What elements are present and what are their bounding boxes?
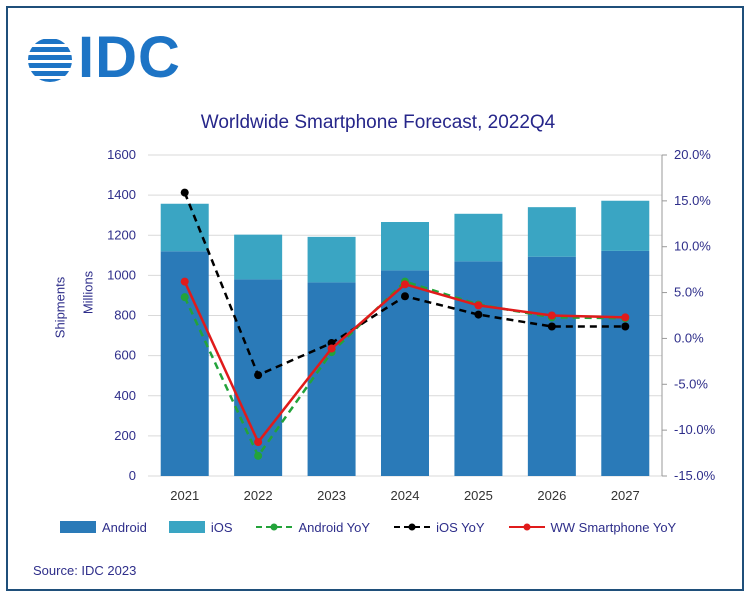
y-tick-label: 200 xyxy=(114,428,136,443)
legend-label-ww-yoy: WW Smartphone YoY xyxy=(550,519,677,535)
legend-label-ios-yoy: iOS YoY xyxy=(436,519,485,535)
globe-icon xyxy=(28,39,72,82)
legend-line-android-yoy xyxy=(256,523,293,531)
point-ios-yoy xyxy=(327,339,336,348)
legend-line-ww-yoy xyxy=(508,523,545,531)
legend-item-android: Android xyxy=(60,520,147,535)
point-ww-yoy xyxy=(327,344,336,353)
bar-ios xyxy=(234,234,283,280)
y2-tick-label: -15.0% xyxy=(674,468,716,483)
legend-item-ww-yoy: WW Smartphone YoY xyxy=(507,519,677,535)
idc-logo xyxy=(22,30,192,90)
bar-android xyxy=(160,251,209,476)
chart-title: Worldwide Smartphone Forecast, 2022Q4 xyxy=(200,112,556,133)
point-ios-yoy xyxy=(180,188,189,197)
legend-label-android-yoy: Android YoY xyxy=(298,519,371,535)
bar-ios xyxy=(381,222,429,271)
y-tick-label: 1200 xyxy=(107,227,136,242)
y2-tick-label: 0.0% xyxy=(674,330,704,345)
bar-ios xyxy=(160,203,209,252)
point-ww-yoy xyxy=(547,311,556,320)
chart-legend: Android iOS Android YoY iOS YoY WW Smart… xyxy=(60,517,720,537)
point-ios-yoy xyxy=(474,310,483,319)
bar-android xyxy=(381,270,429,476)
y-tick-label: 1600 xyxy=(107,147,136,162)
y2-tick-label: 20.0% xyxy=(674,147,711,162)
point-ww-yoy xyxy=(180,277,189,286)
legend-swatch-android xyxy=(60,521,96,533)
point-ios-yoy xyxy=(401,292,409,301)
x-tick-label: 2021 xyxy=(170,488,199,503)
legend-swatch-ios xyxy=(168,521,205,533)
y-tick-label: 0 xyxy=(129,468,136,483)
legend-item-ios-yoy: iOS YoY xyxy=(392,519,485,535)
x-tick-label: 2027 xyxy=(611,488,640,503)
bar-ios xyxy=(527,207,576,257)
point-ww-yoy xyxy=(401,280,409,289)
bar-ios xyxy=(601,200,650,251)
x-tick-label: 2024 xyxy=(391,488,420,503)
bar-android xyxy=(454,261,503,476)
x-tick-label: 2026 xyxy=(537,488,566,503)
point-ios-yoy xyxy=(254,371,263,380)
y2-tick-label: -5.0% xyxy=(674,376,708,391)
y-tick-label: 800 xyxy=(114,308,136,323)
x-tick-label: 2025 xyxy=(464,488,493,503)
point-ww-yoy xyxy=(254,438,263,447)
x-tick-label: 2022 xyxy=(244,488,273,503)
point-ios-yoy xyxy=(621,322,630,331)
y-tick-label: 600 xyxy=(114,348,136,363)
point-ios-yoy xyxy=(547,322,556,331)
y2-tick-label: 5.0% xyxy=(674,285,704,300)
legend-label-ios: iOS xyxy=(210,519,233,535)
y-tick-label: 1400 xyxy=(107,187,136,202)
point-android-yoy xyxy=(254,451,263,460)
legend-label-android: Android xyxy=(102,519,147,535)
bar-android xyxy=(307,282,356,476)
point-ww-yoy xyxy=(474,301,483,310)
legend-item-ios: iOS xyxy=(168,519,233,535)
x-tick-label: 2023 xyxy=(317,488,346,503)
bar-android xyxy=(601,250,650,476)
bar-ios xyxy=(454,213,503,262)
legend-line-ios-yoy xyxy=(394,523,431,531)
point-android-yoy xyxy=(180,293,189,302)
bar-android xyxy=(527,256,576,476)
y2-tick-label: 15.0% xyxy=(674,193,711,208)
y-tick-label: 1000 xyxy=(107,267,136,282)
legend-item-android-yoy: Android YoY xyxy=(254,520,370,535)
source-note: Source: IDC 2023 xyxy=(33,563,137,578)
logo-text: IDC xyxy=(78,25,181,90)
y-tick-label: 400 xyxy=(114,388,136,403)
point-ww-yoy xyxy=(621,313,630,322)
y2-tick-label: -10.0% xyxy=(674,422,716,437)
y2-tick-label: 10.0% xyxy=(674,239,711,254)
bar-ios xyxy=(307,236,356,283)
